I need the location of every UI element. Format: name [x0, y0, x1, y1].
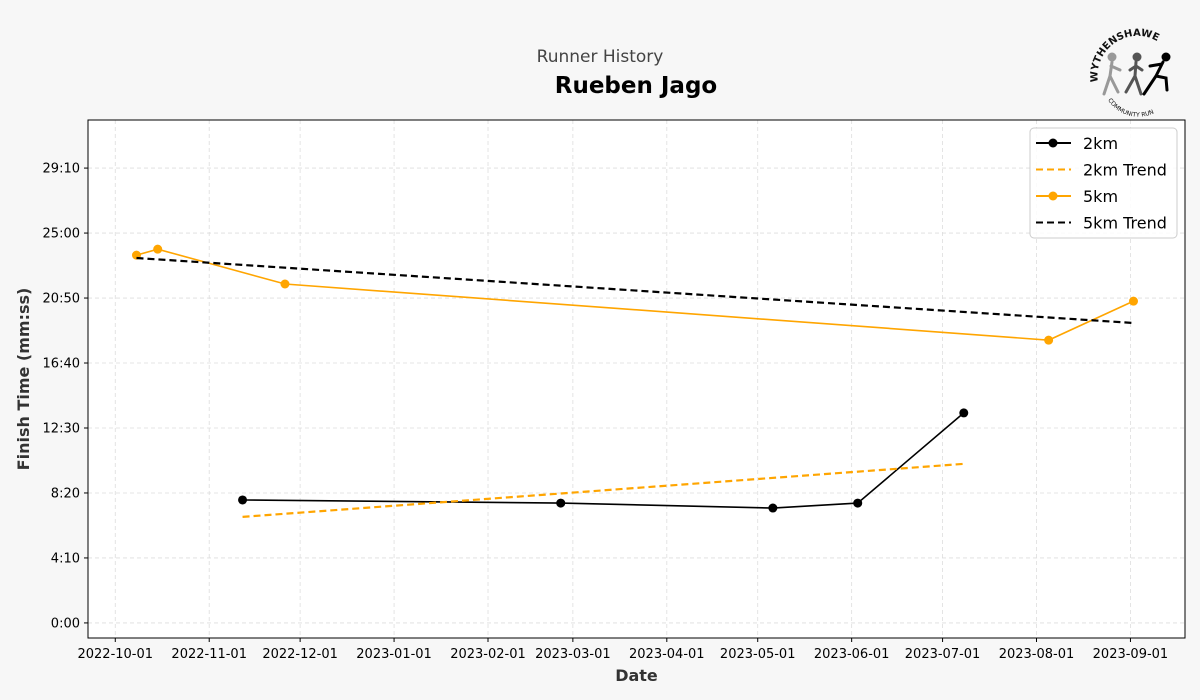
- plot-frame: [87, 119, 1186, 639]
- plot-area: [88, 120, 1185, 638]
- data-point-2km: [556, 498, 566, 508]
- data-point-5km: [153, 244, 163, 254]
- legend-marker-5km: [1048, 191, 1058, 201]
- legend-label-2km: 2km: [1083, 134, 1118, 153]
- y-tick-label: 4:10: [51, 551, 80, 566]
- data-point-5km: [1044, 335, 1054, 345]
- data-point-2km: [959, 408, 969, 418]
- y-tick-label: 16:40: [43, 357, 80, 372]
- x-tick-label: 2023-01-01: [356, 647, 432, 662]
- x-tick-label: 2022-12-01: [262, 647, 338, 662]
- y-tick-label: 8:20: [51, 486, 80, 501]
- series-line-5km-trend: [136, 256, 1134, 325]
- legend-label-5km-trend: 5km Trend: [1083, 214, 1167, 233]
- y-tick-label: 25:00: [43, 227, 80, 242]
- x-tick-label: 2022-11-01: [171, 647, 247, 662]
- legend-label-2km-trend: 2km Trend: [1083, 161, 1167, 180]
- x-tick-label: 2023-09-01: [1093, 647, 1169, 662]
- data-point-2km: [768, 503, 778, 513]
- y-axis-label: Finish Time (mm:ss): [14, 288, 33, 471]
- y-tick-label: 12:30: [43, 421, 80, 436]
- y-tick-label: 20:50: [43, 292, 80, 307]
- legend-marker-2km: [1048, 138, 1058, 148]
- data-point-5km: [280, 279, 290, 289]
- x-tick-label: 2023-04-01: [629, 647, 705, 662]
- x-tick-label: 2023-03-01: [535, 647, 611, 662]
- x-tick-label: 2023-06-01: [814, 647, 890, 662]
- x-tick-label: 2023-02-01: [450, 647, 526, 662]
- x-tick-label: 2022-10-01: [77, 647, 153, 662]
- x-tick-label: 2023-08-01: [999, 647, 1075, 662]
- x-tick-label: 2023-05-01: [720, 647, 796, 662]
- x-tick-label: 2023-07-01: [905, 647, 981, 662]
- legend: [1029, 127, 1178, 239]
- legend-label-5km: 5km: [1083, 187, 1118, 206]
- x-axis-label: Date: [615, 666, 658, 685]
- data-point-2km: [853, 498, 863, 508]
- data-point-5km: [1128, 296, 1138, 306]
- y-tick-label: 0:00: [51, 616, 80, 631]
- chart-suptitle: Runner History: [536, 47, 664, 67]
- chart-title: Rueben Jago: [554, 73, 718, 99]
- data-point-2km: [238, 495, 248, 505]
- y-tick-label: 29:10: [43, 162, 80, 177]
